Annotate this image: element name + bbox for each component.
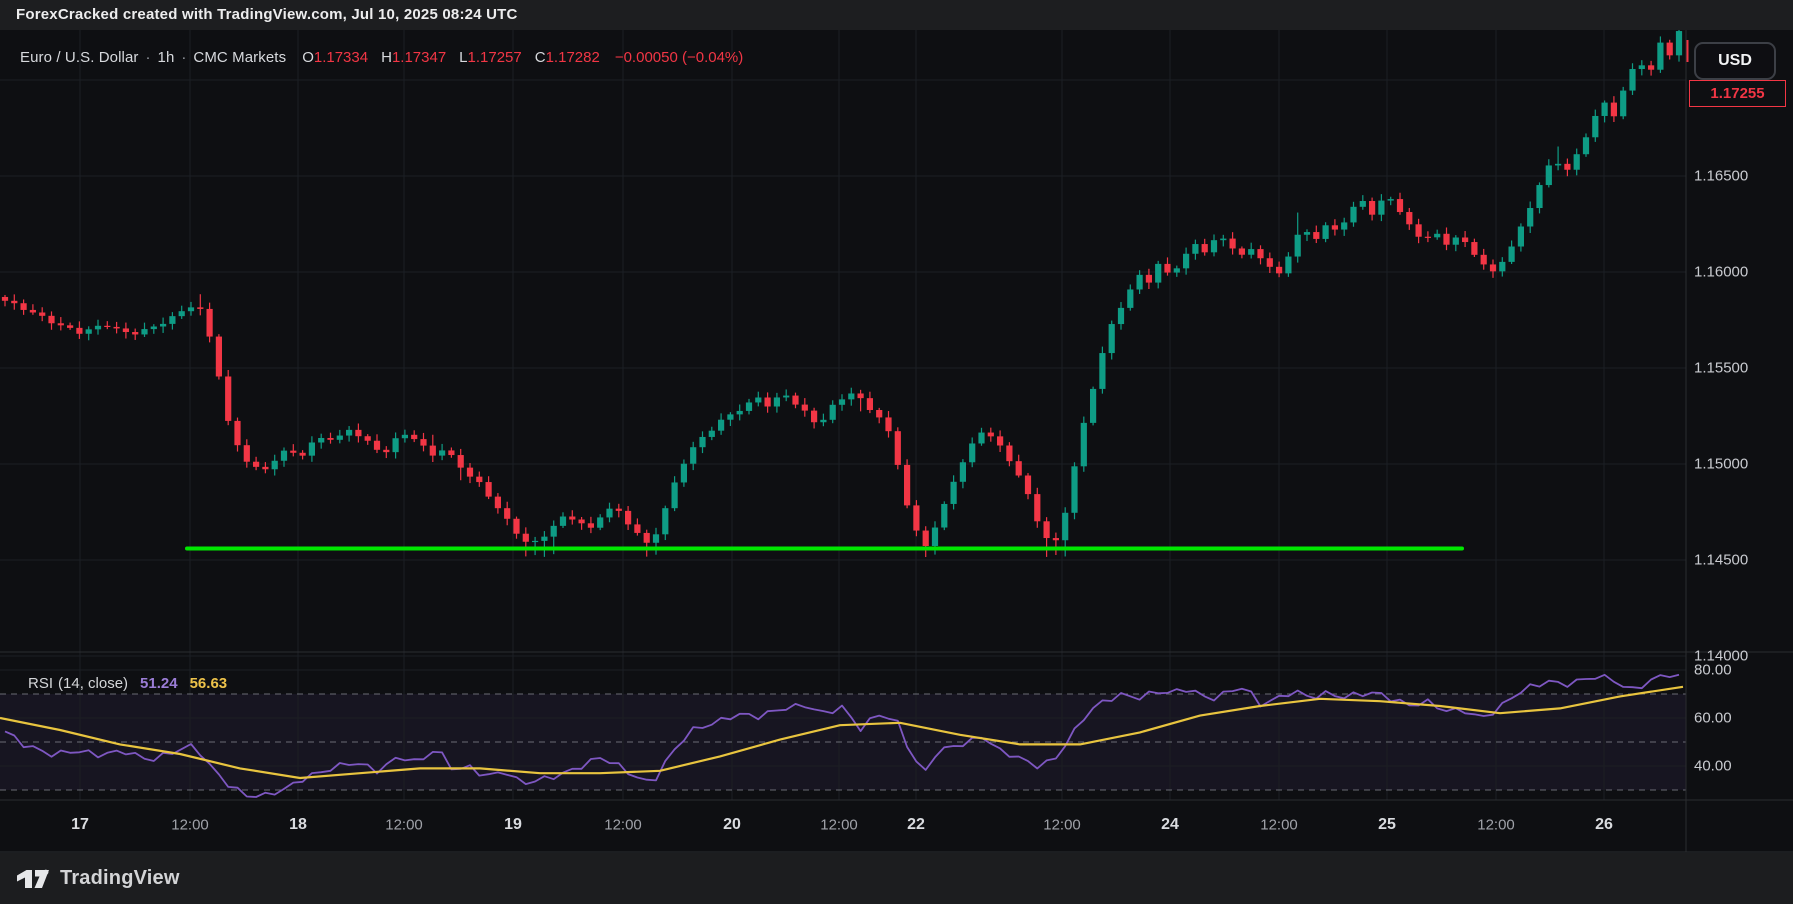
ohlc-c: C1.17282 [534, 49, 600, 66]
branding-bar: TradingView [0, 853, 1793, 904]
time-tick-hour: 12:00 [171, 816, 209, 834]
currency-toggle-button[interactable]: USD [1694, 42, 1776, 80]
time-tick-day: 18 [289, 816, 307, 833]
ohlc-h: H1.17347 [381, 49, 447, 66]
price-tick-label: 1.16000 [1694, 263, 1749, 281]
provider-label: CMC Markets [193, 49, 287, 66]
symbol-name[interactable]: Euro / U.S. Dollar [20, 49, 139, 66]
separator-dot: · [145, 49, 151, 66]
last-price-label: 1.17255 [1689, 80, 1786, 107]
time-tick-hour: 12:00 [1477, 816, 1515, 834]
rsi-title[interactable]: RSI [28, 675, 54, 692]
attribution-text: ForexCracked created with TradingView.co… [16, 6, 518, 23]
symbol-header: Euro / U.S. Dollar · 1h · CMC Markets O1… [20, 49, 743, 66]
time-tick-day: 17 [71, 816, 89, 833]
rsi-tick-label: 60.00 [1694, 709, 1732, 727]
time-tick-day: 24 [1161, 816, 1179, 833]
time-tick-day: 25 [1378, 816, 1396, 833]
time-tick-day: 20 [723, 816, 741, 833]
rsi-params: (14, close) [58, 675, 129, 692]
tradingview-wordmark[interactable]: TradingView [60, 867, 180, 889]
rsi-value: 51.24 [140, 675, 178, 692]
price-tick-label: 1.14000 [1694, 647, 1749, 665]
time-tick-hour: 12:00 [1260, 816, 1298, 834]
ohlc-l: L1.17257 [459, 49, 522, 66]
separator-dot: · [181, 49, 187, 66]
price-tick-label: 1.15500 [1694, 359, 1749, 377]
attribution-bar: ForexCracked created with TradingView.co… [0, 0, 1793, 30]
price-tick-label: 1.14500 [1694, 551, 1749, 569]
time-tick-hour: 12:00 [820, 816, 858, 834]
rsi-ma-value: 56.63 [189, 675, 228, 692]
price-tick-label: 1.15000 [1694, 455, 1749, 473]
rsi-tick-label: 40.00 [1694, 757, 1732, 775]
ohlc-o: O1.17334 [302, 49, 369, 66]
time-tick-hour: 12:00 [385, 816, 423, 834]
time-tick-day: 19 [504, 816, 522, 833]
ohlc-readout: O1.17334 H1.17347 L1.17257 C1.17282 [302, 49, 613, 66]
price-tick-label: 1.16500 [1694, 167, 1749, 185]
interval-label[interactable]: 1h [157, 49, 175, 66]
rsi-tick-label: 80.00 [1694, 661, 1732, 679]
time-tick-day: 22 [907, 816, 925, 833]
time-tick-hour: 12:00 [1043, 816, 1081, 834]
time-tick-day: 26 [1595, 816, 1613, 833]
tradingview-logo-icon[interactable] [16, 869, 50, 889]
time-tick-hour: 12:00 [604, 816, 642, 834]
rsi-readout: RSI (14, close) 51.24 56.63 [28, 675, 227, 692]
change-readout: −0.00050 (−0.04%) [614, 49, 744, 66]
